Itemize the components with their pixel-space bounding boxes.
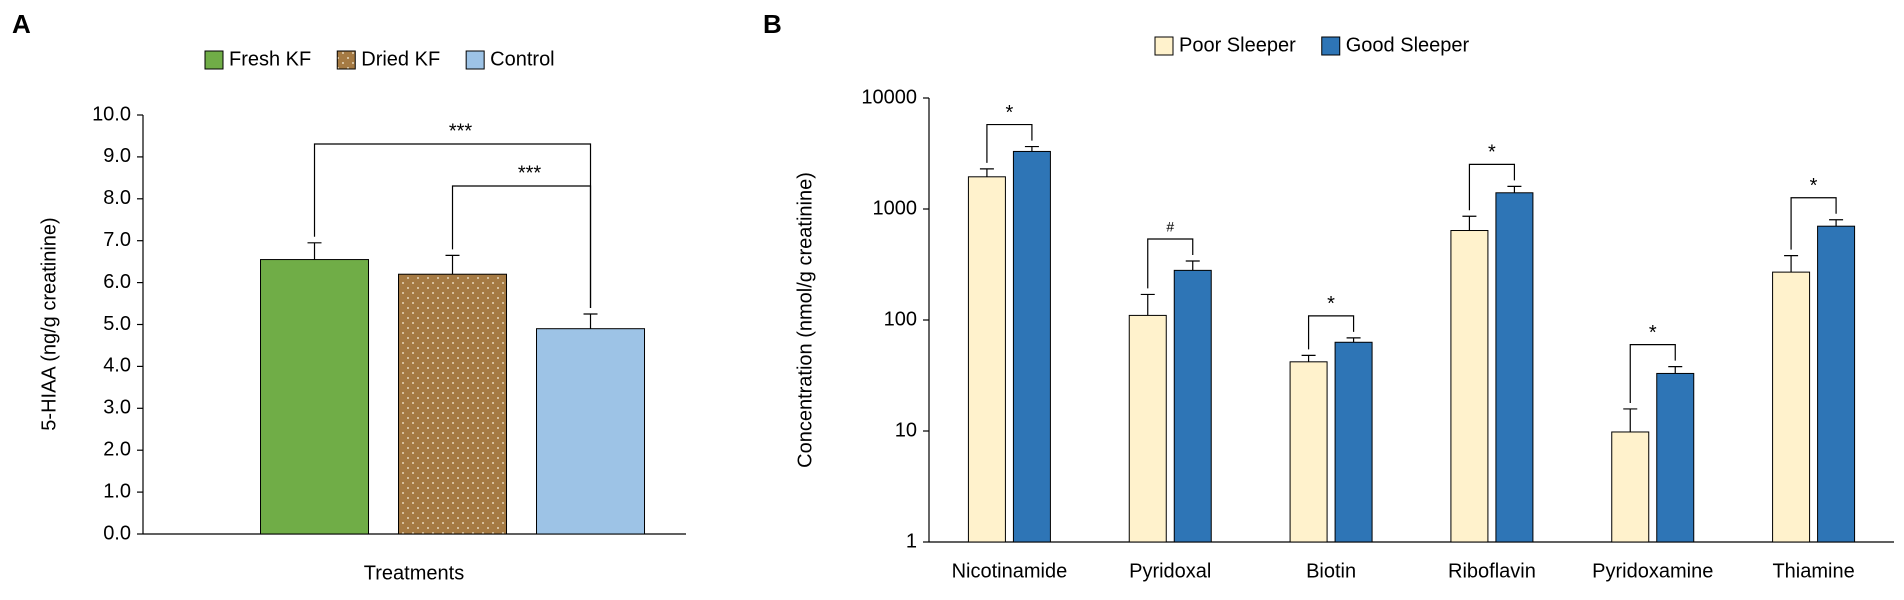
panel-label: B xyxy=(763,9,782,39)
significance-bracket xyxy=(1629,344,1676,403)
error-bar xyxy=(1784,255,1799,273)
x-tick-label: Biotin xyxy=(1306,560,1356,582)
error-bar xyxy=(1462,215,1477,231)
y-tick-label: 10000 xyxy=(861,86,917,108)
error-bar xyxy=(1301,354,1316,362)
y-axis-label: Concentration (nmol/g creatinine) xyxy=(794,172,816,468)
significance-bracket xyxy=(1147,238,1194,289)
bar xyxy=(1817,225,1856,543)
legend-swatch xyxy=(204,50,224,70)
legend-swatch xyxy=(1321,36,1341,56)
significance-label: * xyxy=(1327,293,1335,315)
x-tick-label: Thiamine xyxy=(1772,560,1854,582)
y-tick-label: 1000 xyxy=(873,197,918,219)
error-bar xyxy=(307,242,322,260)
y-tick-label: 1 xyxy=(906,530,917,552)
bar xyxy=(1289,361,1328,543)
legend-swatch xyxy=(465,50,485,70)
bar xyxy=(1772,271,1811,543)
panel-label: A xyxy=(12,9,31,39)
legend-label: Dried KF xyxy=(361,48,440,70)
y-tick-label: 2.0 xyxy=(103,438,131,460)
significance-label: * xyxy=(1649,322,1657,344)
significance-label: * xyxy=(1810,175,1818,197)
error-bar xyxy=(583,313,598,329)
y-tick-label: 1.0 xyxy=(103,480,131,502)
legend-label: Good Sleeper xyxy=(1346,34,1470,56)
x-axis-label: Treatments xyxy=(364,562,464,584)
significance-label: * xyxy=(1006,102,1014,124)
bar xyxy=(1656,372,1695,543)
error-bar xyxy=(1623,408,1638,432)
significance-label: # xyxy=(1166,219,1174,235)
error-bar xyxy=(1829,219,1844,227)
y-tick-label: 3.0 xyxy=(103,397,131,419)
significance-label: *** xyxy=(518,162,542,184)
significance-bracket xyxy=(1468,163,1516,211)
bar xyxy=(1450,230,1489,543)
bar xyxy=(967,176,1006,543)
error-bar xyxy=(1185,260,1200,271)
significance-label: *** xyxy=(449,120,473,142)
error-bar xyxy=(1668,366,1683,374)
y-tick-label: 0.0 xyxy=(103,522,131,544)
bar xyxy=(536,328,646,535)
error-bar xyxy=(1140,293,1155,316)
x-tick-label: Pyridoxal xyxy=(1129,560,1211,582)
y-tick-label: 7.0 xyxy=(103,229,131,251)
y-tick-label: 8.0 xyxy=(103,187,131,209)
bar xyxy=(1128,314,1167,543)
significance-label: * xyxy=(1488,142,1496,164)
y-tick-label: 10.0 xyxy=(92,103,131,125)
bar xyxy=(1012,150,1051,543)
error-bar xyxy=(1346,337,1361,343)
legend-label: Poor Sleeper xyxy=(1179,34,1296,56)
legend-label: Fresh KF xyxy=(229,48,311,70)
error-bar xyxy=(979,168,994,177)
error-bar xyxy=(1024,145,1039,152)
bar xyxy=(398,273,508,535)
significance-bracket xyxy=(1307,315,1355,350)
y-tick-label: 4.0 xyxy=(103,355,131,377)
y-tick-label: 100 xyxy=(884,308,917,330)
y-tick-label: 10 xyxy=(895,419,917,441)
significance-bracket xyxy=(986,123,1033,163)
significance-bracket xyxy=(1790,197,1837,250)
legend-swatch xyxy=(336,50,356,70)
y-axis-label: 5-HIAA (ng/g creatinine) xyxy=(38,217,60,430)
x-tick-label: Nicotinamide xyxy=(952,560,1068,582)
y-tick-label: 9.0 xyxy=(103,145,131,167)
error-bar xyxy=(1507,185,1522,193)
bar xyxy=(260,259,370,535)
y-tick-label: 6.0 xyxy=(103,271,131,293)
error-bar xyxy=(445,254,460,275)
bar xyxy=(1334,341,1373,543)
bar xyxy=(1173,269,1212,543)
legend-label: Control xyxy=(490,48,554,70)
x-tick-label: Pyridoxamine xyxy=(1592,560,1713,582)
legend-swatch xyxy=(1154,36,1174,56)
bar xyxy=(1611,431,1650,543)
significance-bracket xyxy=(451,185,592,309)
x-tick-label: Riboflavin xyxy=(1448,560,1536,582)
y-tick-label: 5.0 xyxy=(103,313,131,335)
bar xyxy=(1495,192,1534,543)
